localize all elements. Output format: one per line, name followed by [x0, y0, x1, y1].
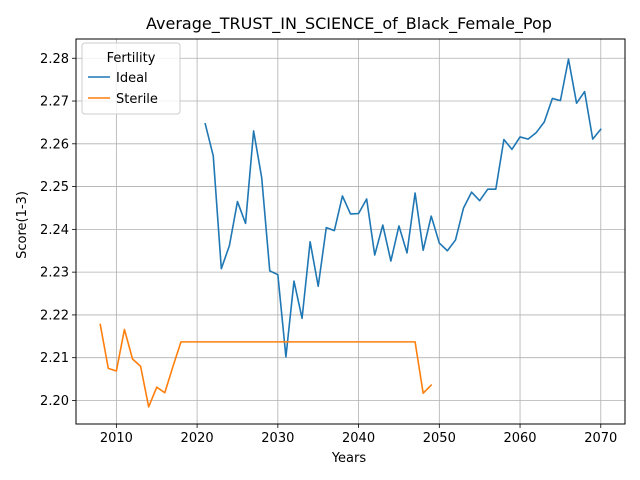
y-axis-ticks: 2.20 2.21 2.22 2.23 2.24 2.25 2.26 2.27 2.28	[40, 52, 76, 409]
series-line-ideal	[204, 58, 602, 358]
x-tick-label: 2040	[342, 431, 375, 446]
x-tick-label: 2050	[423, 431, 456, 446]
y-tick-label: 2.24	[40, 223, 69, 238]
legend-box	[81, 42, 181, 115]
legend: Fertility Ideal Sterile	[81, 42, 181, 115]
y-tick-label: 2.27	[40, 95, 69, 110]
grid	[76, 39, 625, 424]
legend-title: Fertility	[107, 51, 156, 66]
y-tick-label: 2.20	[40, 394, 69, 409]
y-tick-label: 2.28	[40, 52, 69, 67]
chart-title: Average_TRUST_IN_SCIENCE_of_Black_Female…	[146, 14, 552, 34]
y-tick-label: 2.23	[40, 266, 69, 281]
legend-label-sterile: Sterile	[116, 92, 158, 107]
x-tick-label: 2060	[503, 431, 536, 446]
series-lines	[99, 58, 602, 408]
plot-frame	[75, 38, 626, 425]
legend-label-ideal: Ideal	[116, 71, 148, 86]
x-axis-label: Years	[331, 451, 367, 466]
x-tick-label: 2010	[100, 431, 133, 446]
y-axis-label: Score(1-3)	[15, 191, 30, 259]
x-tick-label: 2030	[261, 431, 294, 446]
x-tick-label: 2020	[181, 431, 214, 446]
y-tick-label: 2.25	[40, 180, 69, 195]
x-axis-ticks: 2010 2020 2030 2040 2050 2060 2070	[100, 424, 617, 446]
series-line-sterile	[99, 323, 433, 408]
y-tick-label: 2.26	[40, 137, 69, 152]
x-tick-label: 2070	[584, 431, 617, 446]
y-tick-label: 2.22	[40, 308, 69, 323]
y-tick-label: 2.21	[40, 351, 69, 366]
